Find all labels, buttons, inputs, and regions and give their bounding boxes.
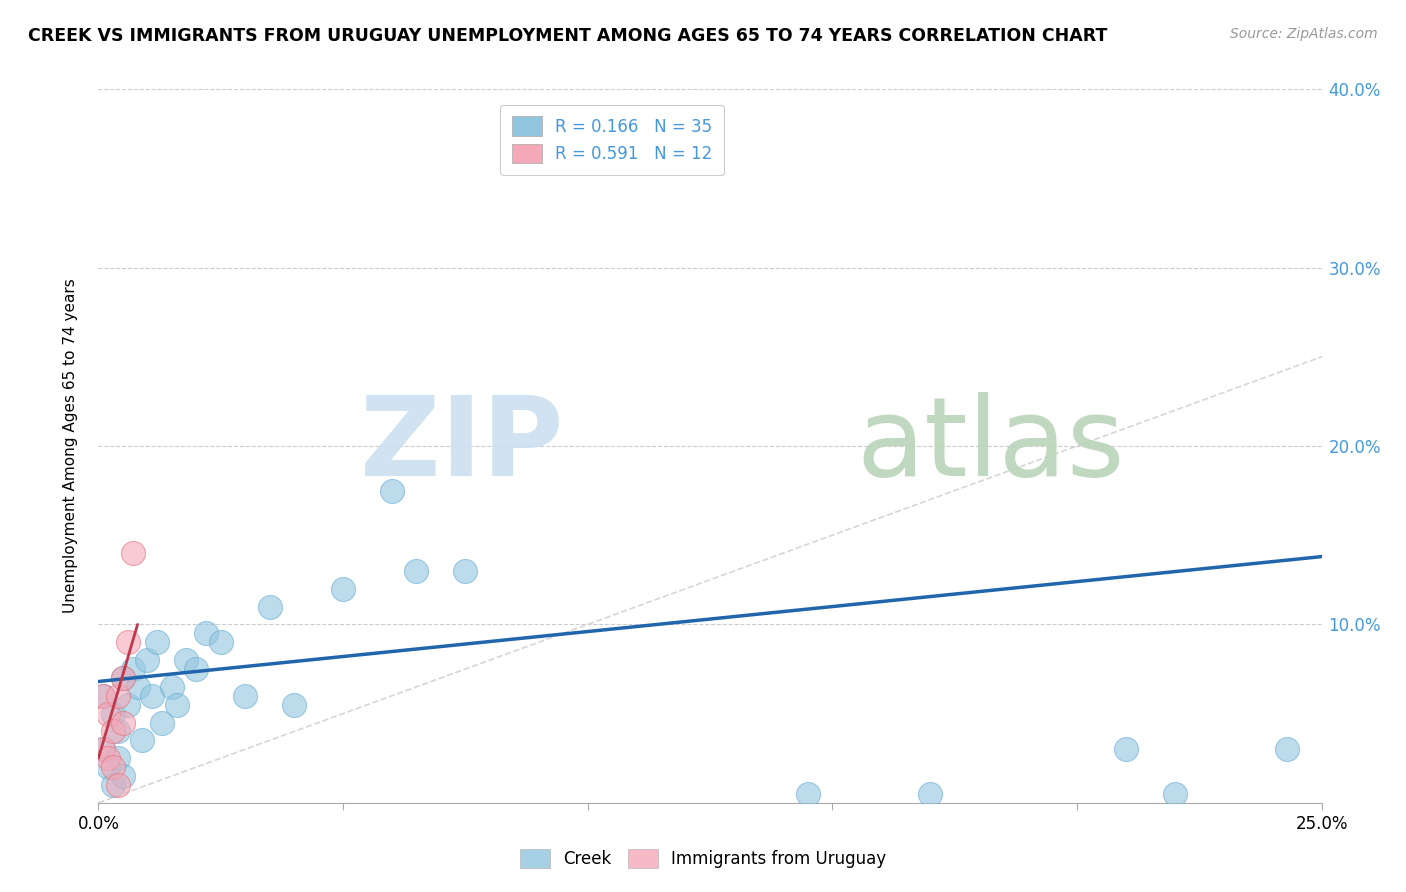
Y-axis label: Unemployment Among Ages 65 to 74 years: Unemployment Among Ages 65 to 74 years	[63, 278, 77, 614]
Point	[920, 787, 942, 801]
Point	[111, 671, 134, 685]
Point	[141, 689, 163, 703]
Point	[97, 751, 120, 765]
Point	[97, 706, 120, 721]
Point	[131, 733, 153, 747]
Point	[121, 662, 143, 676]
Point	[107, 724, 129, 739]
Point	[97, 760, 120, 774]
Point	[233, 689, 256, 703]
Point	[101, 706, 124, 721]
Point	[195, 626, 218, 640]
Point	[283, 698, 305, 712]
Point	[91, 742, 114, 756]
Point	[107, 778, 129, 792]
Point	[101, 760, 124, 774]
Point	[101, 724, 124, 739]
Point	[107, 689, 129, 703]
Point	[166, 698, 188, 712]
Point	[117, 635, 139, 649]
Point	[136, 653, 159, 667]
Point	[454, 564, 477, 578]
Point	[111, 671, 134, 685]
Point	[150, 715, 173, 730]
Legend: R = 0.166   N = 35, R = 0.591   N = 12: R = 0.166 N = 35, R = 0.591 N = 12	[501, 104, 724, 175]
Point	[1115, 742, 1137, 756]
Point	[332, 582, 354, 596]
Point	[1164, 787, 1187, 801]
Point	[405, 564, 427, 578]
Point	[209, 635, 232, 649]
Point	[797, 787, 820, 801]
Point	[101, 778, 124, 792]
Point	[186, 662, 208, 676]
Point	[259, 599, 281, 614]
Text: ZIP: ZIP	[360, 392, 564, 500]
Point	[160, 680, 183, 694]
Text: atlas: atlas	[856, 392, 1125, 500]
Point	[91, 742, 114, 756]
Point	[121, 546, 143, 560]
Text: Source: ZipAtlas.com: Source: ZipAtlas.com	[1230, 27, 1378, 41]
Point	[111, 769, 134, 783]
Point	[91, 689, 114, 703]
Point	[176, 653, 198, 667]
Point	[381, 483, 404, 498]
Point	[111, 715, 134, 730]
Point	[91, 689, 114, 703]
Point	[146, 635, 169, 649]
Point	[127, 680, 149, 694]
Legend: Creek, Immigrants from Uruguay: Creek, Immigrants from Uruguay	[513, 842, 893, 875]
Point	[1277, 742, 1299, 756]
Text: CREEK VS IMMIGRANTS FROM URUGUAY UNEMPLOYMENT AMONG AGES 65 TO 74 YEARS CORRELAT: CREEK VS IMMIGRANTS FROM URUGUAY UNEMPLO…	[28, 27, 1108, 45]
Point	[107, 751, 129, 765]
Point	[117, 698, 139, 712]
